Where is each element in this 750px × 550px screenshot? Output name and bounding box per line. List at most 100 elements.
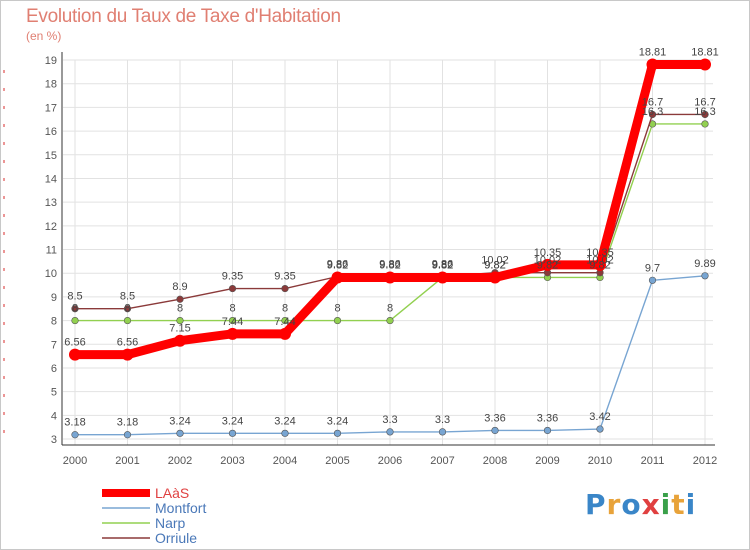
data-point	[333, 316, 342, 325]
y-tick-label: 5	[51, 387, 57, 399]
legend-label: Orriule	[155, 530, 197, 546]
data-point	[541, 258, 554, 271]
x-tick-label: 2004	[273, 455, 297, 467]
x-tick-label: 2003	[220, 455, 244, 467]
data-point	[699, 58, 711, 71]
data-point	[331, 271, 344, 284]
legend-label: Montfort	[155, 500, 206, 516]
y-tick-label: 7	[51, 339, 57, 351]
data-label: 7.15	[169, 323, 190, 335]
data-point	[176, 429, 184, 437]
data-label: 9.82	[537, 259, 558, 271]
grid	[63, 59, 713, 445]
logo-letter: t	[671, 488, 686, 521]
data-point	[281, 284, 289, 293]
data-label: 3.42	[589, 411, 610, 423]
data-point	[279, 327, 291, 340]
y-tick-label: 17	[45, 102, 57, 114]
data-label: 8.9	[172, 281, 187, 293]
data-label: 16.7	[694, 96, 715, 108]
data-label: 6.56	[117, 337, 138, 349]
x-tick-label: 2000	[63, 455, 87, 467]
data-label: 10.35	[586, 247, 614, 259]
y-tick-label: 16	[45, 126, 57, 138]
y-tick-label: 9	[51, 292, 57, 304]
x-tick-label: 2008	[483, 455, 507, 467]
data-label: 3.24	[274, 415, 295, 427]
logo-letter: r	[606, 488, 622, 521]
logo-letter: P	[585, 488, 607, 521]
data-point	[281, 429, 289, 437]
y-tick-label: 11	[46, 245, 57, 257]
data-label: 18.81	[639, 47, 667, 59]
data-label: 7.44	[222, 316, 243, 328]
data-label: 8	[282, 303, 288, 315]
data-label: 3.3	[382, 414, 397, 426]
data-label: 9.82	[327, 259, 348, 271]
chart-title: Evolution du Taux de Taxe d'Habitation	[26, 6, 341, 27]
x-tick-label: 2006	[378, 455, 402, 467]
x-tick-label: 2011	[641, 455, 665, 467]
x-tick-label: 2002	[168, 455, 192, 467]
data-label: 16.3	[694, 106, 715, 118]
data-label: 8	[229, 303, 235, 315]
data-label: 9.35	[274, 271, 295, 283]
data-label: 8.5	[67, 291, 82, 303]
x-tick-label: 2007	[430, 455, 454, 467]
data-point	[386, 316, 394, 325]
data-point	[71, 316, 79, 325]
data-label: 9.82	[432, 259, 453, 271]
x-tick-label: 2009	[535, 455, 559, 467]
data-label: 10.02	[534, 255, 562, 267]
data-label: 3.18	[117, 417, 138, 429]
data-point	[438, 428, 447, 436]
axes: 3 4 5 6 7 8 9 10 11 12 13 14 15 16 17 18 19 2000 2001 2002 2…	[3, 52, 717, 467]
data-label: 8.5	[120, 291, 135, 303]
data-point	[648, 276, 657, 284]
data-point	[281, 316, 289, 325]
data-label: 9.86	[379, 259, 400, 271]
y-tick-label: 10	[45, 268, 57, 280]
data-label: 9.82	[432, 259, 453, 271]
data-label: 10.02	[481, 255, 509, 267]
data-label: 8	[334, 303, 340, 315]
series-layer	[69, 58, 711, 439]
data-label: 9.7	[645, 262, 660, 274]
data-label: 9.82	[589, 259, 610, 271]
y-tick-label: 19	[45, 55, 57, 67]
data-label: 9.82	[484, 259, 505, 271]
data-point	[543, 426, 552, 435]
data-label: 9.86	[432, 259, 453, 271]
data-point	[176, 295, 184, 303]
x-tick-label: 2012	[693, 455, 717, 467]
legend-label: Narp	[155, 515, 186, 531]
data-label: 3.36	[484, 412, 505, 424]
data-point	[176, 316, 184, 325]
y-tick-label: 15	[45, 150, 57, 162]
data-label: 3.24	[327, 415, 348, 427]
data-label: 8	[387, 303, 393, 315]
x-tick-label: 2001	[115, 455, 139, 467]
data-label: 16.7	[642, 96, 663, 108]
y-tick-label: 3	[51, 434, 57, 446]
data-point	[71, 431, 79, 439]
data-point	[701, 120, 709, 128]
logo-letter: i	[660, 488, 672, 521]
data-label: 9.35	[222, 271, 243, 283]
y-tick-label: 14	[45, 173, 57, 185]
data-label: 7.44	[274, 316, 295, 328]
data-point	[701, 110, 709, 119]
data-label: 3.36	[537, 412, 558, 424]
data-label: 6.56	[64, 337, 85, 349]
data-label: 10.02	[586, 255, 614, 267]
data-point	[384, 271, 396, 284]
data-point	[123, 305, 132, 313]
y-tick-label: 4	[51, 410, 57, 422]
data-label: 8	[177, 303, 183, 315]
data-labels: 3.18 3.18 3.24 3.24 3.24 3.24 3.3 3.3 3.36 3.36 3.…	[64, 47, 718, 429]
data-label: 18.81	[691, 47, 719, 59]
data-point	[489, 271, 501, 284]
chart-unit-label: (en %)	[26, 29, 62, 43]
data-point	[436, 271, 449, 284]
